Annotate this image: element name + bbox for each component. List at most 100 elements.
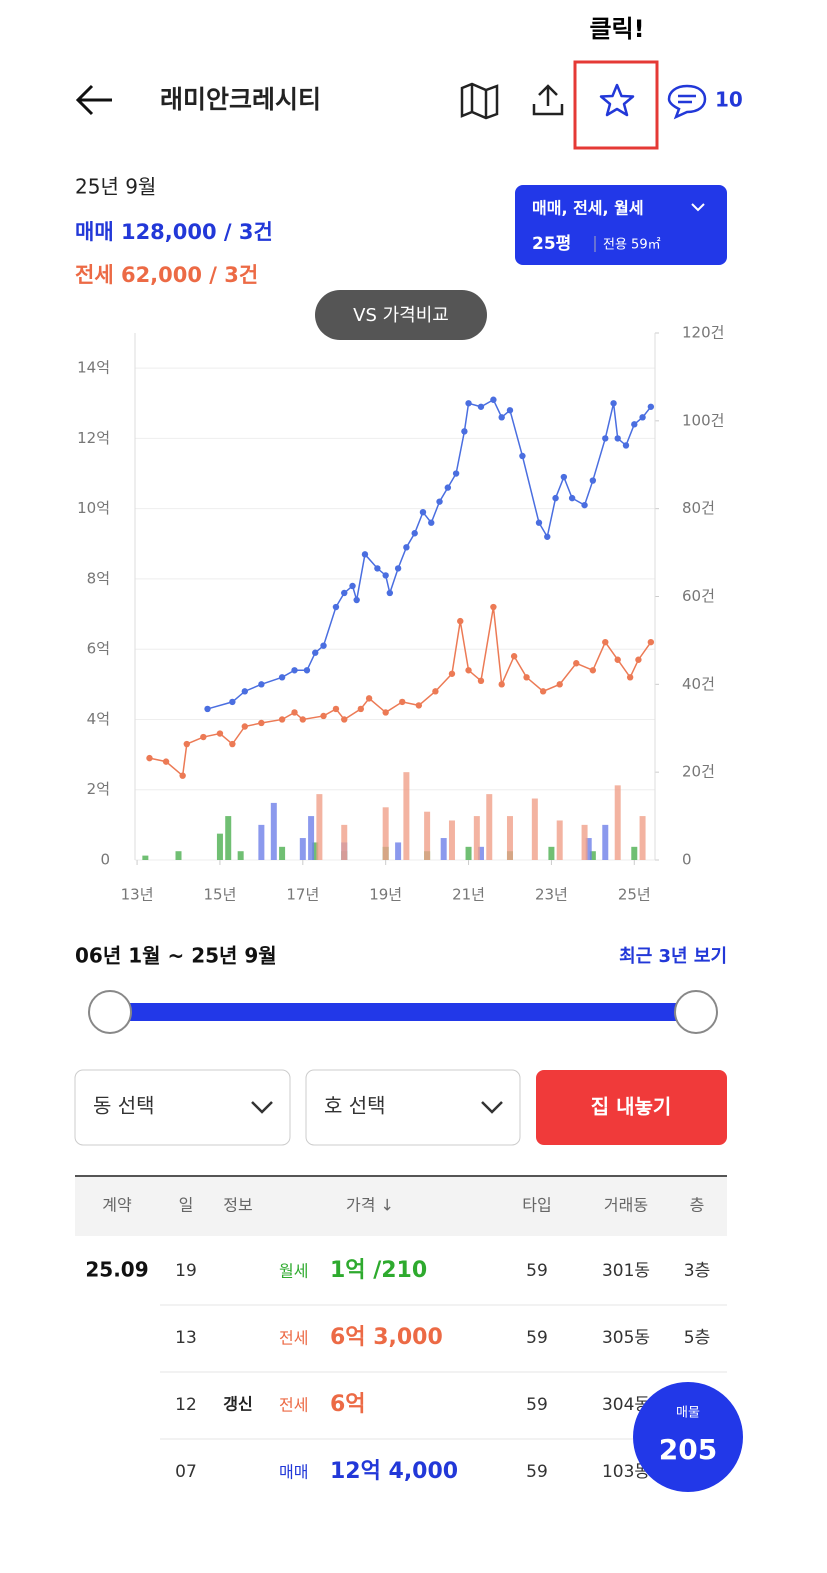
price-point <box>602 638 609 646</box>
map-icon[interactable] <box>460 82 499 120</box>
comment-icon[interactable] <box>667 84 707 120</box>
column-header: 가격 ↓ <box>346 1196 394 1215</box>
price-point <box>162 758 170 765</box>
price-point <box>461 428 468 435</box>
volume-bar <box>506 816 513 860</box>
cell-deal: 월세 <box>279 1262 308 1281</box>
price-point <box>498 414 505 421</box>
price-point <box>581 501 588 509</box>
annotation: 클릭! <box>589 15 644 43</box>
cell-type: 59 <box>526 1261 548 1281</box>
x-tick-label: 19년 <box>369 886 402 904</box>
volume-bar <box>308 816 315 860</box>
volume-bar <box>225 816 232 860</box>
price-point <box>490 603 497 611</box>
cell-info: 갱신 <box>223 1395 252 1414</box>
compare-button[interactable] <box>315 290 487 340</box>
title: 래미안크레시티 <box>160 85 321 114</box>
volume-bar <box>473 816 480 860</box>
volume-bar <box>424 811 431 860</box>
y2-tick-label: 20건 <box>682 763 715 781</box>
volume-bar <box>585 838 592 860</box>
range-handle[interactable] <box>674 990 718 1034</box>
fab[interactable]: 매물 205 <box>633 1382 743 1492</box>
price-point <box>523 674 530 681</box>
price-point <box>341 589 348 597</box>
y-tick-label: 14억 <box>77 359 110 377</box>
price-point <box>399 698 406 706</box>
price-point <box>357 705 365 713</box>
price-point <box>614 656 621 663</box>
price-point <box>573 660 580 667</box>
column-header: 타입 <box>522 1196 551 1215</box>
price-point <box>353 596 360 604</box>
highlight-box <box>573 60 659 150</box>
y2-tick-label: 80건 <box>682 499 715 517</box>
volume-bar <box>589 851 596 860</box>
volume-bar <box>382 807 389 860</box>
cell-deal: 매매 <box>279 1463 308 1482</box>
volume-bar <box>279 846 286 860</box>
x-tick-label: 15년 <box>203 886 236 904</box>
comment-count: 10 <box>715 88 743 112</box>
back-button[interactable] <box>75 84 112 116</box>
range-track <box>110 1003 696 1021</box>
cell-floor: 3층 <box>684 1261 710 1281</box>
filter-box[interactable] <box>515 185 727 265</box>
price-point <box>635 656 642 663</box>
table-header <box>75 1176 727 1236</box>
price-point <box>631 421 638 428</box>
cell-dong: 103동 <box>602 1462 650 1482</box>
recent-link[interactable]: 최근 3년 보기 <box>619 946 727 967</box>
summary-date: 25년 9월 <box>75 175 156 199</box>
price-point <box>332 705 340 713</box>
price-point <box>498 681 505 688</box>
cell-floor: 5층 <box>684 1328 710 1348</box>
price-point <box>403 544 410 551</box>
price-point <box>365 695 373 702</box>
range-handle[interactable] <box>88 990 132 1034</box>
price-point <box>320 642 327 649</box>
price-point <box>647 403 655 410</box>
price-line <box>207 398 652 710</box>
price-point <box>291 667 298 674</box>
price-point <box>303 667 311 674</box>
price-point <box>312 649 319 656</box>
fab-count: 205 <box>659 1433 717 1466</box>
price-point <box>415 702 423 709</box>
dong-select[interactable] <box>74 1069 291 1146</box>
list-button[interactable] <box>536 1070 727 1145</box>
chart: 0 2억 4억 6억 8억 10억 12억 14억 0 20건 40건 60건 80건 100건 120건 1… <box>77 324 724 904</box>
ho-select[interactable] <box>305 1069 521 1146</box>
column-header: 층 <box>690 1196 705 1215</box>
price-point <box>539 688 547 695</box>
fab-circle[interactable] <box>633 1382 743 1492</box>
volume-bar <box>531 798 538 860</box>
x-tick-label: 25년 <box>618 886 651 904</box>
price-point <box>535 519 543 526</box>
filter-area: 전용 59㎡ <box>603 238 661 253</box>
price-point <box>419 508 427 516</box>
price-point <box>639 414 646 421</box>
favorite-button[interactable] <box>599 83 635 117</box>
price-point <box>341 716 348 723</box>
fab-label: 매물 <box>676 1406 700 1421</box>
price-point <box>647 638 655 646</box>
price-point <box>622 442 630 449</box>
volume-bar <box>581 824 588 860</box>
price-point <box>506 407 514 414</box>
volume-bar <box>465 846 472 860</box>
y-tick-label: 10억 <box>77 499 110 517</box>
price-point <box>457 617 464 625</box>
cell-dong: 305동 <box>602 1328 650 1348</box>
cell-price: 6억 <box>330 1392 366 1417</box>
x-tick-label: 13년 <box>121 886 154 904</box>
y2-tick-label: 100건 <box>682 411 724 429</box>
cell-price: 1억 /210 <box>330 1258 427 1283</box>
share-icon[interactable] <box>532 84 564 116</box>
y-tick-label: 6억 <box>87 640 110 658</box>
volume-bar <box>341 824 348 860</box>
dong-select-label: 동 선택 <box>93 1094 155 1118</box>
